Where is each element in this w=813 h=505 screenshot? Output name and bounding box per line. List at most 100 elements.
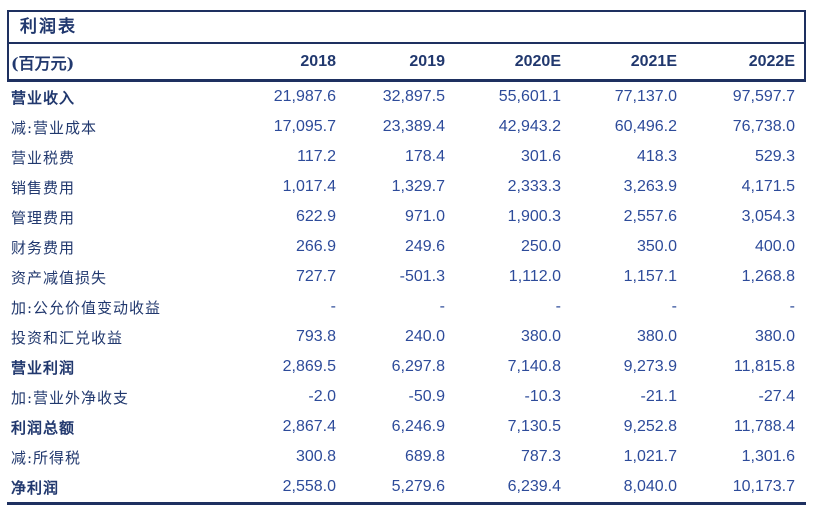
cell-value: 1,017.4 bbox=[282, 178, 336, 195]
cell-value: 23,389.4 bbox=[382, 118, 445, 135]
table-row: 投资和汇兑收益 793.8 240.0 380.0 380.0 380.0 bbox=[7, 322, 806, 352]
cell-value: -27.4 bbox=[758, 388, 795, 405]
cell-value: 10,173.7 bbox=[732, 478, 795, 495]
cell-value: 1,900.3 bbox=[507, 208, 561, 225]
cell-value: 55,601.1 bbox=[498, 88, 561, 105]
row-label: 加:公允价值变动收益 bbox=[11, 298, 162, 317]
column-header-2022e: 2022E bbox=[748, 52, 795, 70]
cell-value: 8,040.0 bbox=[623, 478, 677, 495]
cell-value: 77,137.0 bbox=[614, 88, 677, 105]
cell-value: 1,329.7 bbox=[391, 178, 445, 195]
cell-value: -21.1 bbox=[640, 388, 677, 405]
row-label: 利润总额 bbox=[11, 418, 76, 437]
cell-value: 2,867.4 bbox=[282, 418, 336, 435]
cell-value: -2.0 bbox=[308, 388, 336, 405]
cell-value: 380.0 bbox=[754, 328, 795, 345]
table-row: 管理费用 622.9 971.0 1,900.3 2,557.6 3,054.3 bbox=[7, 202, 806, 232]
cell-value: 350.0 bbox=[636, 238, 677, 255]
cell-value: 4,171.5 bbox=[741, 178, 795, 195]
table-row: 营业利润 2,869.5 6,297.8 7,140.8 9,273.9 11,815.8 bbox=[7, 352, 806, 382]
cell-value: 2,333.3 bbox=[507, 178, 561, 195]
cell-value: 529.3 bbox=[754, 148, 795, 165]
row-label: 加:营业外净收支 bbox=[11, 388, 130, 407]
cell-value: 60,496.2 bbox=[614, 118, 677, 135]
column-header-2020e: 2020E bbox=[514, 52, 561, 70]
cell-value: 622.9 bbox=[295, 208, 336, 225]
row-label: 净利润 bbox=[11, 478, 60, 497]
table-rows: 营业收入 21,987.6 32,897.5 55,601.1 77,137.0 97,5… bbox=[7, 82, 806, 504]
table-row: 营业收入 21,987.6 32,897.5 55,601.1 77,137.0 97,5… bbox=[7, 82, 806, 112]
cell-value: 1,301.6 bbox=[741, 448, 795, 465]
cell-value: 17,095.7 bbox=[273, 118, 336, 135]
header-box-right-border bbox=[804, 10, 806, 80]
cell-value: 6,239.4 bbox=[507, 478, 561, 495]
cell-value: 3,054.3 bbox=[741, 208, 795, 225]
cell-value: 380.0 bbox=[636, 328, 677, 345]
cell-value: 418.3 bbox=[636, 148, 677, 165]
cell-value: - bbox=[789, 298, 795, 315]
row-label: 营业利润 bbox=[11, 358, 76, 377]
cell-value: 9,252.8 bbox=[623, 418, 677, 435]
table-row: 营业税费 117.2 178.4 301.6 418.3 529.3 bbox=[7, 142, 806, 172]
cell-value: 6,246.9 bbox=[391, 418, 445, 435]
unit-label: (百万元) bbox=[11, 53, 75, 73]
table-row: 财务费用 266.9 249.6 250.0 350.0 400.0 bbox=[7, 232, 806, 262]
table-row: 加:公允价值变动收益 - - - - - bbox=[7, 292, 806, 322]
cell-value: 2,558.0 bbox=[282, 478, 336, 495]
cell-value: 1,268.8 bbox=[741, 268, 795, 285]
row-label: 减:所得税 bbox=[11, 448, 82, 467]
cell-value: 793.8 bbox=[295, 328, 336, 345]
cell-value: 2,869.5 bbox=[282, 358, 336, 375]
cell-value: 6,297.8 bbox=[391, 358, 445, 375]
cell-value: -501.3 bbox=[399, 268, 445, 285]
table-row: 净利润 2,558.0 5,279.6 6,239.4 8,040.0 10,173.7 bbox=[7, 472, 806, 504]
cell-value: 11,815.8 bbox=[733, 358, 795, 375]
cell-value: 300.8 bbox=[295, 448, 336, 465]
cell-value: 21,987.6 bbox=[273, 88, 336, 105]
header-box-left-border bbox=[7, 10, 9, 80]
cell-value: 380.0 bbox=[520, 328, 561, 345]
column-header-2018: 2018 bbox=[300, 52, 336, 70]
row-label: 财务费用 bbox=[11, 238, 76, 257]
cell-value: - bbox=[671, 298, 677, 315]
header-row: (百万元) 2018 2019 2020E 2021E 2022E bbox=[7, 44, 806, 81]
cell-value: -10.3 bbox=[524, 388, 561, 405]
row-label: 营业收入 bbox=[11, 88, 76, 107]
row-label: 投资和汇兑收益 bbox=[11, 328, 124, 347]
row-label: 销售费用 bbox=[11, 178, 76, 197]
cell-value: 249.6 bbox=[404, 238, 445, 255]
table-row: 加:营业外净收支 -2.0 -50.9 -10.3 -21.1 -27.4 bbox=[7, 382, 806, 412]
cell-value: -50.9 bbox=[408, 388, 445, 405]
cell-value: 727.7 bbox=[295, 268, 336, 285]
cell-value: 3,263.9 bbox=[623, 178, 677, 195]
table-title: 利润表 bbox=[20, 17, 77, 37]
table-title-bar: 利润表 bbox=[7, 10, 806, 44]
cell-value: 32,897.5 bbox=[382, 88, 445, 105]
cell-value: - bbox=[555, 298, 561, 315]
cell-value: 42,943.2 bbox=[498, 118, 561, 135]
cell-value: 1,112.0 bbox=[508, 268, 561, 285]
row-label: 减:营业成本 bbox=[11, 118, 98, 137]
income-statement: 利润表 (百万元) 2018 2019 2020E 2021E 2022E 营业收入 21… bbox=[7, 10, 806, 505]
cell-value: 240.0 bbox=[404, 328, 445, 345]
table-row: 减:所得税 300.8 689.8 787.3 1,021.7 1,301.6 bbox=[7, 442, 806, 472]
cell-value: 2,557.6 bbox=[623, 208, 677, 225]
cell-value: 9,273.9 bbox=[623, 358, 677, 375]
row-label: 营业税费 bbox=[11, 148, 76, 167]
column-header-2019: 2019 bbox=[409, 52, 445, 70]
row-label: 管理费用 bbox=[11, 208, 76, 227]
cell-value: 787.3 bbox=[520, 448, 561, 465]
cell-value: 1,021.7 bbox=[623, 448, 677, 465]
cell-value: 400.0 bbox=[754, 238, 795, 255]
table-row: 资产减值损失 727.7 -501.3 1,112.0 1,157.1 1,268.8 bbox=[7, 262, 806, 292]
cell-value: 76,738.0 bbox=[732, 118, 795, 135]
cell-value: 266.9 bbox=[295, 238, 336, 255]
table-row: 销售费用 1,017.4 1,329.7 2,333.3 3,263.9 4,171.5 bbox=[7, 172, 806, 202]
cell-value: 301.6 bbox=[520, 148, 561, 165]
table-row: 减:营业成本 17,095.7 23,389.4 42,943.2 60,496.2 76… bbox=[7, 112, 806, 142]
cell-value: 7,140.8 bbox=[507, 358, 561, 375]
cell-value: 250.0 bbox=[520, 238, 561, 255]
table-header: (百万元) 2018 2019 2020E 2021E 2022E bbox=[7, 44, 806, 82]
column-header-2021e: 2021E bbox=[630, 52, 677, 70]
cell-value: 689.8 bbox=[404, 448, 445, 465]
